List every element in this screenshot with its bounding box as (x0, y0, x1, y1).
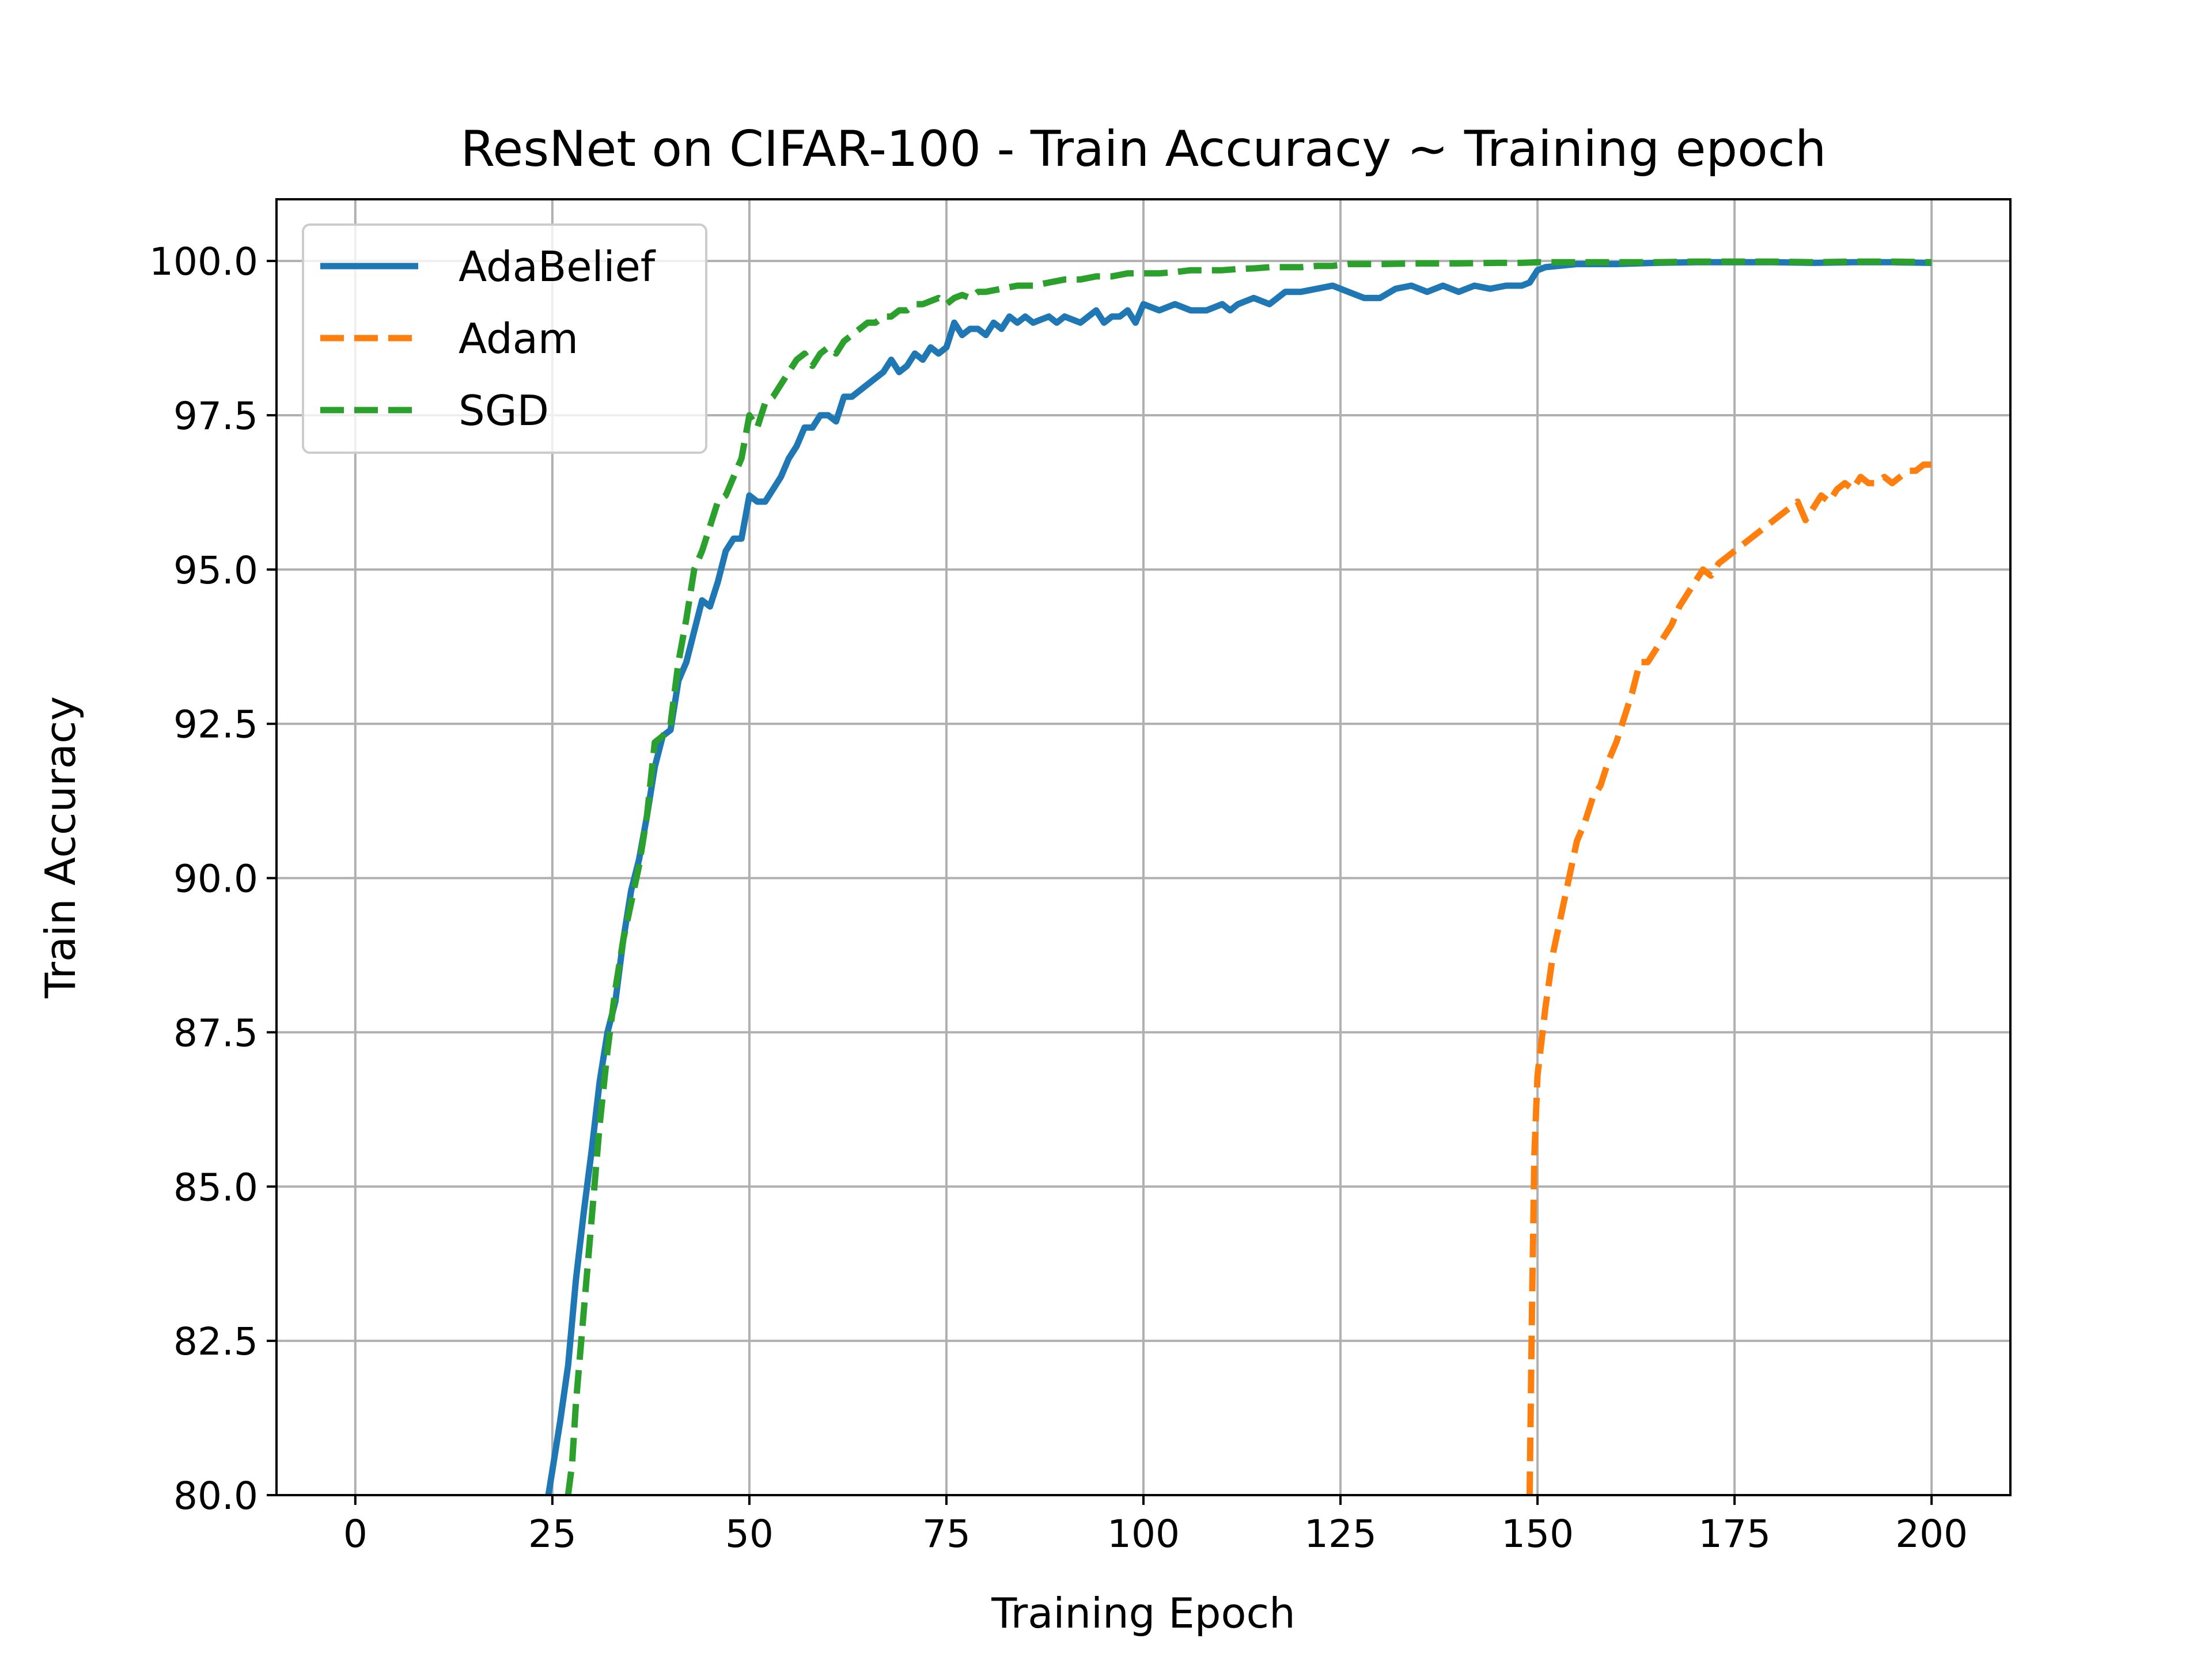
y-tick-label: 87.5 (173, 1011, 258, 1055)
y-tick-label: 85.0 (173, 1165, 258, 1209)
legend-label-adabelief: AdaBelief (459, 242, 656, 291)
x-tick-label: 175 (1698, 1512, 1771, 1556)
series-line-sgd (565, 258, 1932, 1495)
y-tick-label: 100.0 (149, 240, 258, 284)
ticks: 0 25 50 75 100 125 150 175 200 80.0 82.5 85.0 87.5 90… (149, 240, 1968, 1556)
chart-title: ResNet on CIFAR-100 - Train Accuracy ~ T… (461, 120, 1827, 178)
x-tick-label: 50 (725, 1512, 774, 1556)
y-tick-label: 90.0 (173, 857, 258, 901)
x-tick-label: 75 (922, 1512, 971, 1556)
x-tick-label: 25 (528, 1512, 577, 1556)
y-tick-label: 82.5 (173, 1319, 258, 1364)
y-tick-label: 80.0 (173, 1474, 258, 1518)
legend-label-sgd: SGD (459, 386, 549, 435)
legend-box (302, 223, 707, 454)
x-tick-label: 200 (1895, 1512, 1968, 1556)
x-tick-label: 0 (343, 1512, 368, 1556)
y-tick-label: 97.5 (173, 394, 258, 438)
y-tick-label: 95.0 (173, 548, 258, 593)
legend: AdaBelief Adam SGD (302, 223, 707, 454)
series-line-adam (1526, 461, 1932, 1495)
x-tick-label: 150 (1501, 1512, 1574, 1556)
y-axis-title: Train Accuracy (36, 696, 85, 999)
legend-label-adam: Adam (459, 314, 578, 363)
x-tick-label: 100 (1107, 1512, 1180, 1556)
series-line-adabelief (545, 259, 1932, 1495)
series-layer (545, 258, 1932, 1495)
x-axis-title: Training Epoch (991, 1589, 1295, 1637)
x-tick-label: 125 (1304, 1512, 1377, 1556)
y-tick-label: 92.5 (173, 703, 258, 747)
